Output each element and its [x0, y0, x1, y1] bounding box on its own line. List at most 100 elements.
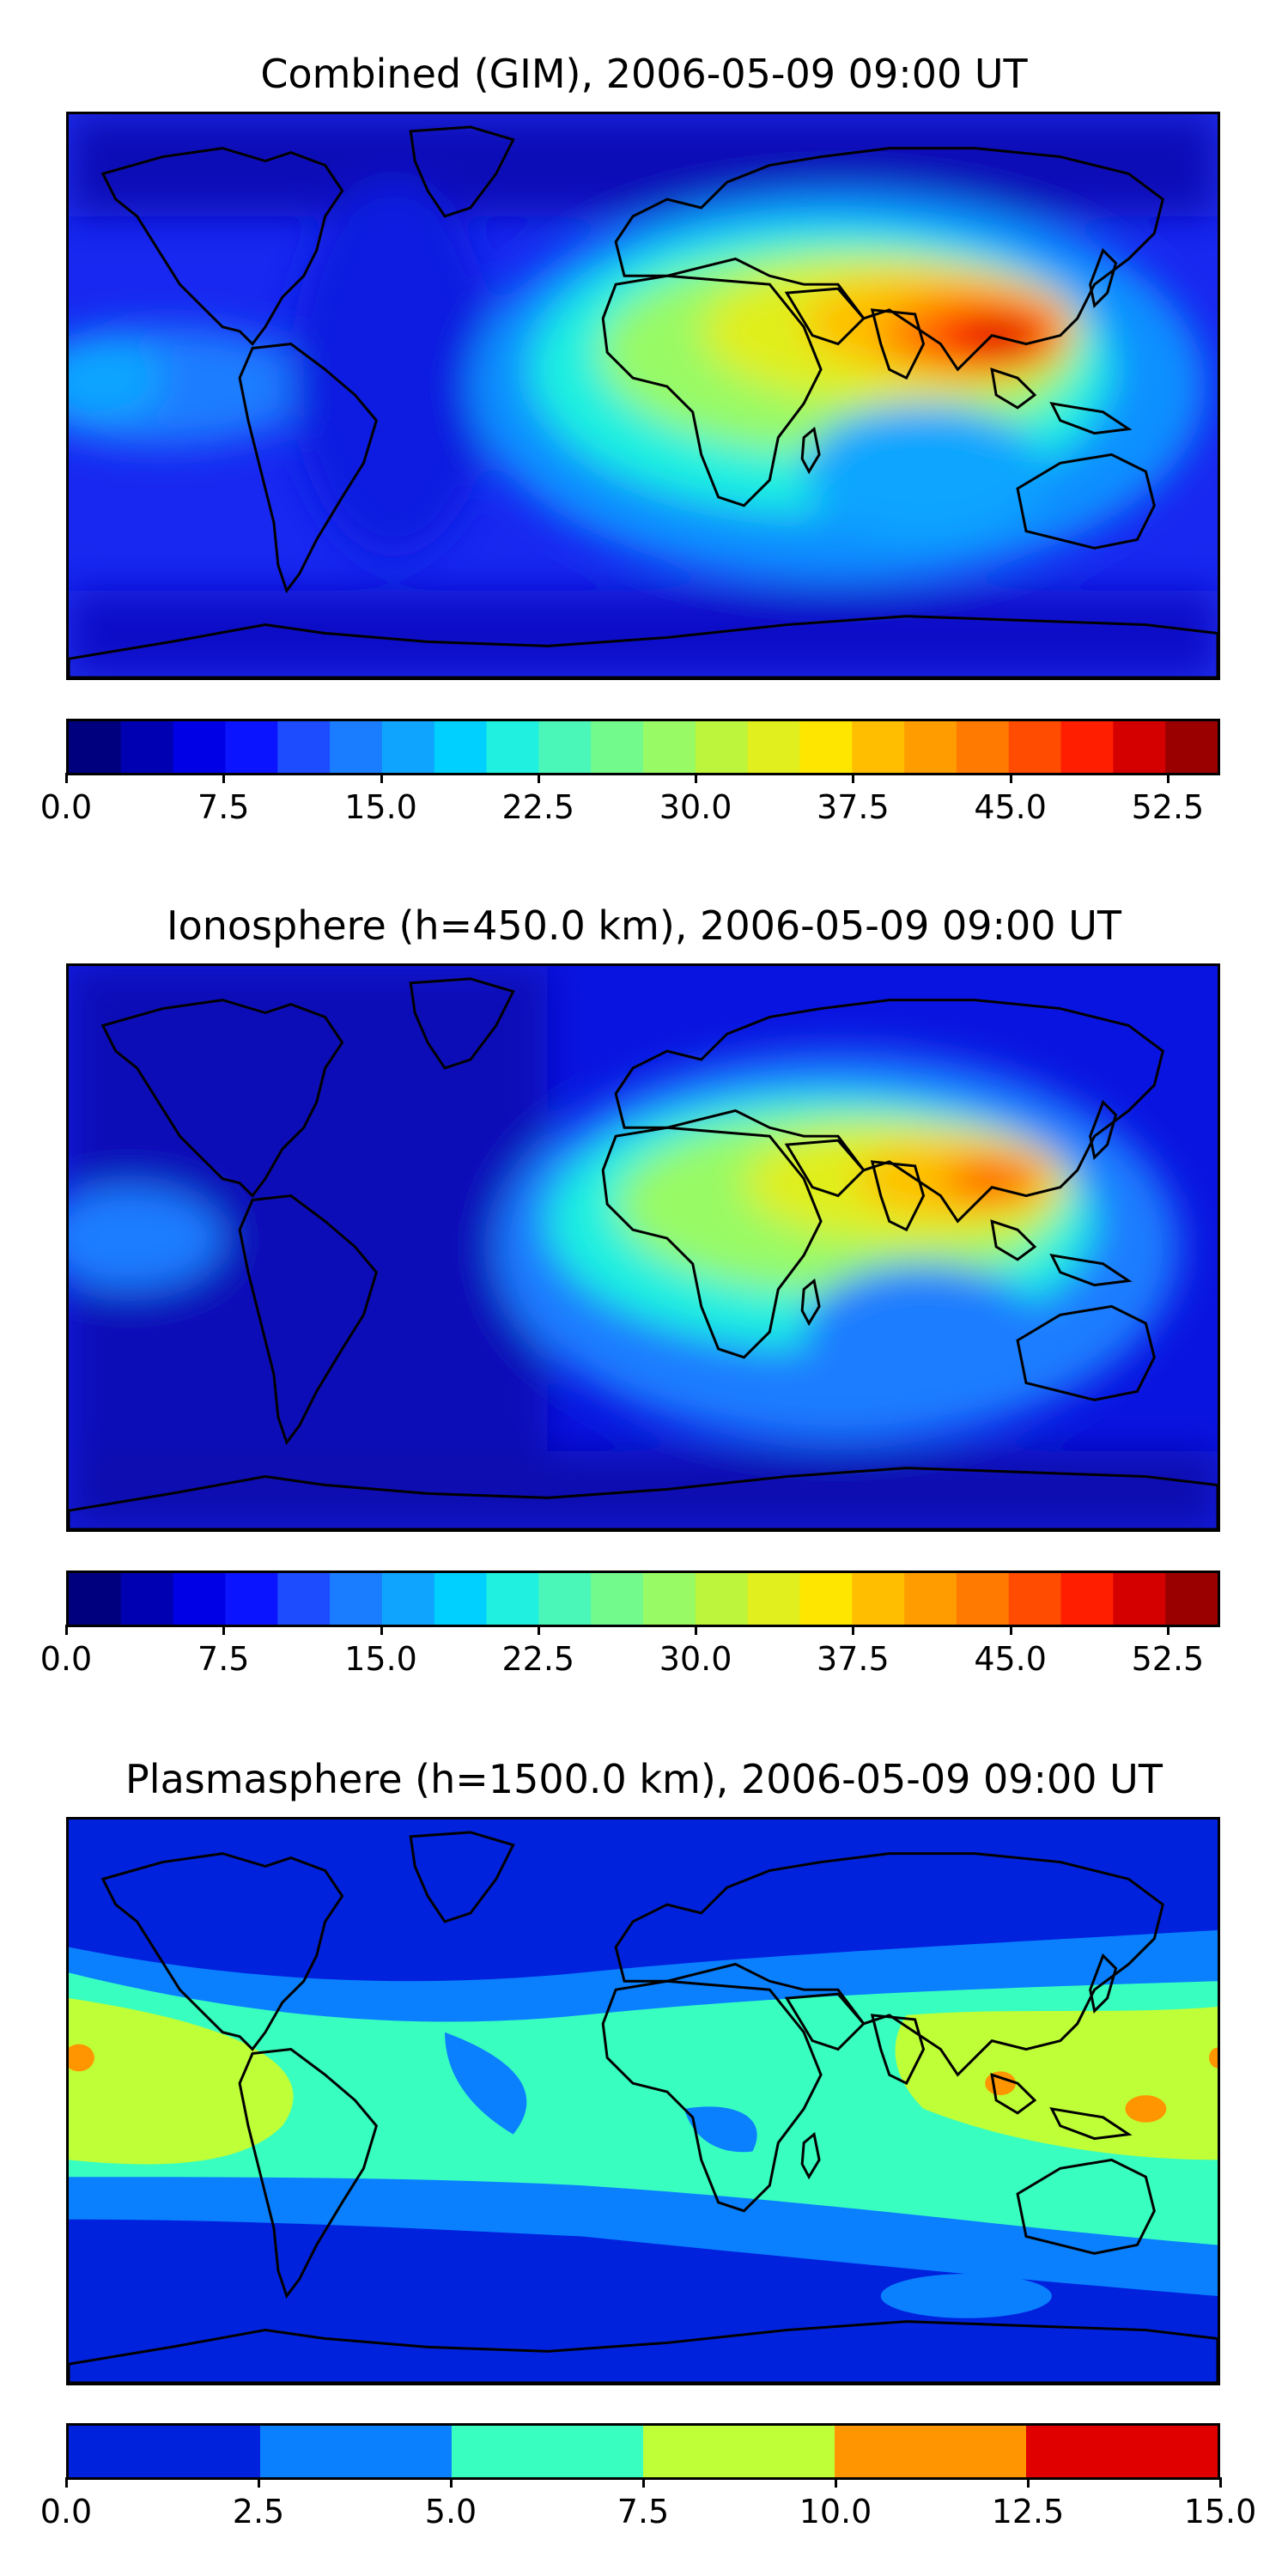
colorbar-segment — [747, 1573, 801, 1625]
colorbar-segment — [956, 1573, 1010, 1625]
colorbar-segment — [1026, 2426, 1218, 2477]
colorbar-segment — [538, 721, 592, 773]
colorbar-tick-label: 7.5 — [617, 2493, 670, 2530]
colorbar-segment — [277, 1573, 331, 1625]
colorbar-segment — [69, 721, 122, 773]
panel-1-title: Combined (GIM), 2006-05-09 09:00 UT — [260, 51, 1028, 97]
colorbar-tick-mark — [65, 773, 68, 783]
colorbar-segment — [643, 1573, 696, 1625]
colorbar-segment — [799, 721, 853, 773]
colorbar-segment — [1008, 721, 1062, 773]
colorbar-tick-mark — [1027, 2477, 1030, 2488]
colorbar-tick-label: 12.5 — [991, 2493, 1065, 2530]
colorbar-segment — [381, 1573, 435, 1625]
panel-2-map — [66, 963, 1220, 1532]
colorbar-tick-label: 52.5 — [1131, 1640, 1205, 1678]
colorbar-segment — [538, 1573, 592, 1625]
colorbar-tick-label: 22.5 — [501, 788, 575, 826]
colorbar-segment — [486, 721, 539, 773]
colorbar-tick-mark — [1166, 1625, 1170, 1635]
colorbar-segment — [904, 721, 957, 773]
colorbar-tick-mark — [1009, 1625, 1012, 1635]
panel-1-colorbar-ticks: 0.0 7.5 15.0 22.5 30.0 37.5 45.0 52.5 — [40, 773, 1220, 826]
colorbar-segment — [69, 1573, 122, 1625]
colorbar-segment — [69, 2426, 261, 2477]
colorbar-segment — [591, 721, 644, 773]
colorbar-segment — [120, 1573, 174, 1625]
colorbar-tick-mark — [258, 2477, 260, 2488]
colorbar-tick-label: 15.0 — [1183, 2493, 1257, 2530]
colorbar-tick-label: 52.5 — [1131, 788, 1205, 826]
colorbar-tick-mark — [222, 773, 226, 783]
colorbar-tick-mark — [642, 2477, 645, 2488]
colorbar-segment — [173, 721, 227, 773]
colorbar-tick-label: 30.0 — [659, 788, 732, 826]
colorbar-tick-mark — [65, 1625, 68, 1635]
colorbar-segment — [852, 1573, 905, 1625]
colorbar-tick-mark — [1166, 773, 1170, 783]
colorbar-segment — [330, 1573, 383, 1625]
panel-2-title: Ionosphere (h=450.0 km), 2006-05-09 09:0… — [167, 902, 1121, 949]
colorbar-segment — [695, 721, 749, 773]
colorbar-segment — [381, 721, 435, 773]
colorbar-segment — [1165, 1573, 1218, 1625]
colorbar-tick-label: 2.5 — [232, 2493, 285, 2530]
colorbar-tick-mark — [1009, 773, 1012, 783]
colorbar-tick-label: 22.5 — [501, 1640, 575, 1678]
colorbar-segment — [643, 721, 696, 773]
colorbar-tick-label: 0.0 — [39, 1640, 93, 1678]
colorbar-tick-mark — [695, 1625, 698, 1635]
colorbar-tick-label: 45.0 — [974, 788, 1047, 826]
colorbar-segment — [1113, 721, 1166, 773]
colorbar-tick-label: 37.5 — [817, 788, 890, 826]
panel-3-title: Plasmasphere (h=1500.0 km), 2006-05-09 0… — [125, 1756, 1163, 1802]
colorbar-segment — [799, 1573, 853, 1625]
colorbar-tick-label: 45.0 — [974, 1640, 1047, 1678]
colorbar-segment — [1165, 721, 1218, 773]
colorbar-tick-mark — [380, 773, 383, 783]
colorbar-segment — [434, 721, 488, 773]
colorbar-tick-label: 37.5 — [817, 1640, 890, 1678]
colorbar-segment — [120, 721, 174, 773]
colorbar-segment — [225, 721, 278, 773]
colorbar-tick-label: 7.5 — [197, 788, 250, 826]
colorbar-segment — [956, 721, 1010, 773]
colorbar-segment — [225, 1573, 278, 1625]
colorbar-tick-mark — [537, 1625, 540, 1635]
colorbar-tick-label: 10.0 — [799, 2493, 872, 2530]
panel-3-colorbar — [66, 2423, 1220, 2480]
colorbar-tick-mark — [852, 773, 855, 783]
colorbar-tick-label: 0.0 — [39, 788, 93, 826]
colorbar-tick-mark — [537, 773, 540, 783]
colorbar-tick-label: 30.0 — [659, 1640, 732, 1678]
panel-1-map — [66, 112, 1220, 680]
panel-2-colorbar — [66, 1571, 1220, 1627]
colorbar-segment — [173, 1573, 227, 1625]
colorbar-tick-mark — [65, 2477, 68, 2488]
colorbar-segment — [695, 1573, 749, 1625]
colorbar-segment — [486, 1573, 539, 1625]
colorbar-segment — [904, 1573, 957, 1625]
colorbar-tick-mark — [695, 773, 698, 783]
colorbar-segment — [747, 721, 801, 773]
colorbar-segment — [434, 1573, 488, 1625]
colorbar-segment — [852, 721, 905, 773]
colorbar-tick-mark — [380, 1625, 383, 1635]
colorbar-tick-label: 5.0 — [424, 2493, 477, 2530]
colorbar-tick-label: 15.0 — [344, 788, 417, 826]
colorbar-tick-mark — [835, 2477, 837, 2488]
colorbar-segment — [452, 2426, 644, 2477]
colorbar-segment — [260, 2426, 453, 2477]
panel-3-map — [66, 1817, 1220, 2385]
colorbar-segment — [330, 721, 383, 773]
colorbar-segment — [1060, 1573, 1114, 1625]
colorbar-segment — [1113, 1573, 1166, 1625]
colorbar-segment — [835, 2426, 1027, 2477]
colorbar-tick-label: 15.0 — [344, 1640, 417, 1678]
panel-3-colorbar-ticks: 0.0 2.5 5.0 7.5 10.0 12.5 15.0 — [40, 2477, 1256, 2530]
colorbar-segment — [591, 1573, 644, 1625]
panel-1-colorbar — [66, 719, 1220, 775]
colorbar-segment — [277, 721, 331, 773]
panel-2-colorbar-ticks: 0.0 7.5 15.0 22.5 30.0 37.5 45.0 52.5 — [40, 1625, 1220, 1678]
colorbar-tick-mark — [852, 1625, 855, 1635]
